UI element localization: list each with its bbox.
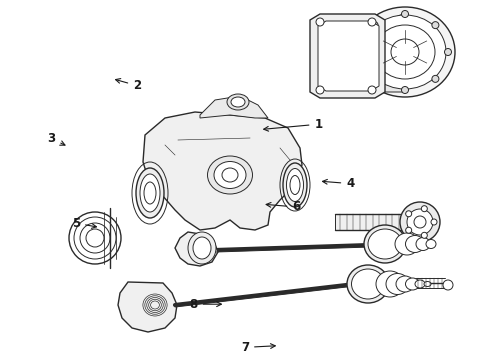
Ellipse shape — [375, 25, 435, 79]
Text: 1: 1 — [264, 118, 322, 131]
Ellipse shape — [416, 238, 430, 251]
Ellipse shape — [391, 39, 419, 65]
Circle shape — [406, 211, 412, 217]
Ellipse shape — [193, 237, 211, 259]
Circle shape — [316, 86, 324, 94]
Text: 8: 8 — [190, 298, 221, 311]
Ellipse shape — [386, 274, 409, 294]
Circle shape — [432, 22, 439, 29]
Ellipse shape — [368, 229, 402, 259]
Circle shape — [421, 232, 427, 238]
Polygon shape — [175, 232, 218, 266]
Ellipse shape — [188, 232, 216, 264]
Polygon shape — [383, 14, 403, 92]
Ellipse shape — [395, 233, 419, 255]
Ellipse shape — [406, 235, 424, 252]
Polygon shape — [335, 214, 405, 230]
Ellipse shape — [290, 176, 300, 194]
Polygon shape — [318, 21, 379, 91]
Ellipse shape — [214, 162, 246, 189]
Ellipse shape — [69, 212, 121, 264]
Ellipse shape — [283, 163, 307, 207]
Ellipse shape — [415, 280, 425, 288]
Polygon shape — [310, 14, 385, 98]
Ellipse shape — [222, 168, 238, 182]
Text: 5: 5 — [72, 217, 97, 230]
Circle shape — [359, 49, 366, 55]
Ellipse shape — [364, 225, 406, 263]
Circle shape — [316, 18, 324, 26]
Circle shape — [371, 22, 378, 29]
Ellipse shape — [287, 168, 303, 202]
Circle shape — [431, 219, 437, 225]
Circle shape — [406, 227, 412, 233]
Circle shape — [444, 49, 451, 55]
Ellipse shape — [407, 209, 433, 235]
Ellipse shape — [400, 202, 440, 242]
Ellipse shape — [231, 97, 245, 107]
Ellipse shape — [376, 271, 404, 297]
Ellipse shape — [140, 174, 160, 212]
Ellipse shape — [86, 229, 104, 247]
Circle shape — [368, 86, 376, 94]
Polygon shape — [143, 112, 302, 230]
Ellipse shape — [406, 278, 419, 290]
Ellipse shape — [74, 217, 116, 259]
Ellipse shape — [414, 216, 426, 228]
Circle shape — [371, 75, 378, 82]
Ellipse shape — [351, 269, 385, 299]
Circle shape — [401, 10, 409, 18]
Circle shape — [432, 75, 439, 82]
Circle shape — [421, 206, 427, 212]
Polygon shape — [118, 282, 177, 332]
Ellipse shape — [207, 156, 252, 194]
Ellipse shape — [396, 276, 414, 292]
Ellipse shape — [136, 168, 164, 218]
Ellipse shape — [355, 7, 455, 97]
Text: 2: 2 — [116, 78, 141, 92]
Ellipse shape — [347, 265, 389, 303]
Ellipse shape — [424, 282, 431, 287]
Polygon shape — [200, 96, 268, 118]
Ellipse shape — [80, 223, 110, 253]
Text: 4: 4 — [322, 177, 354, 190]
Circle shape — [401, 86, 409, 94]
Text: 3: 3 — [48, 132, 65, 145]
Text: 7: 7 — [241, 341, 275, 354]
Ellipse shape — [364, 15, 446, 89]
Ellipse shape — [144, 182, 156, 204]
Circle shape — [368, 18, 376, 26]
Ellipse shape — [426, 239, 436, 248]
Circle shape — [443, 280, 453, 290]
Ellipse shape — [227, 94, 249, 110]
Text: 6: 6 — [266, 201, 300, 213]
